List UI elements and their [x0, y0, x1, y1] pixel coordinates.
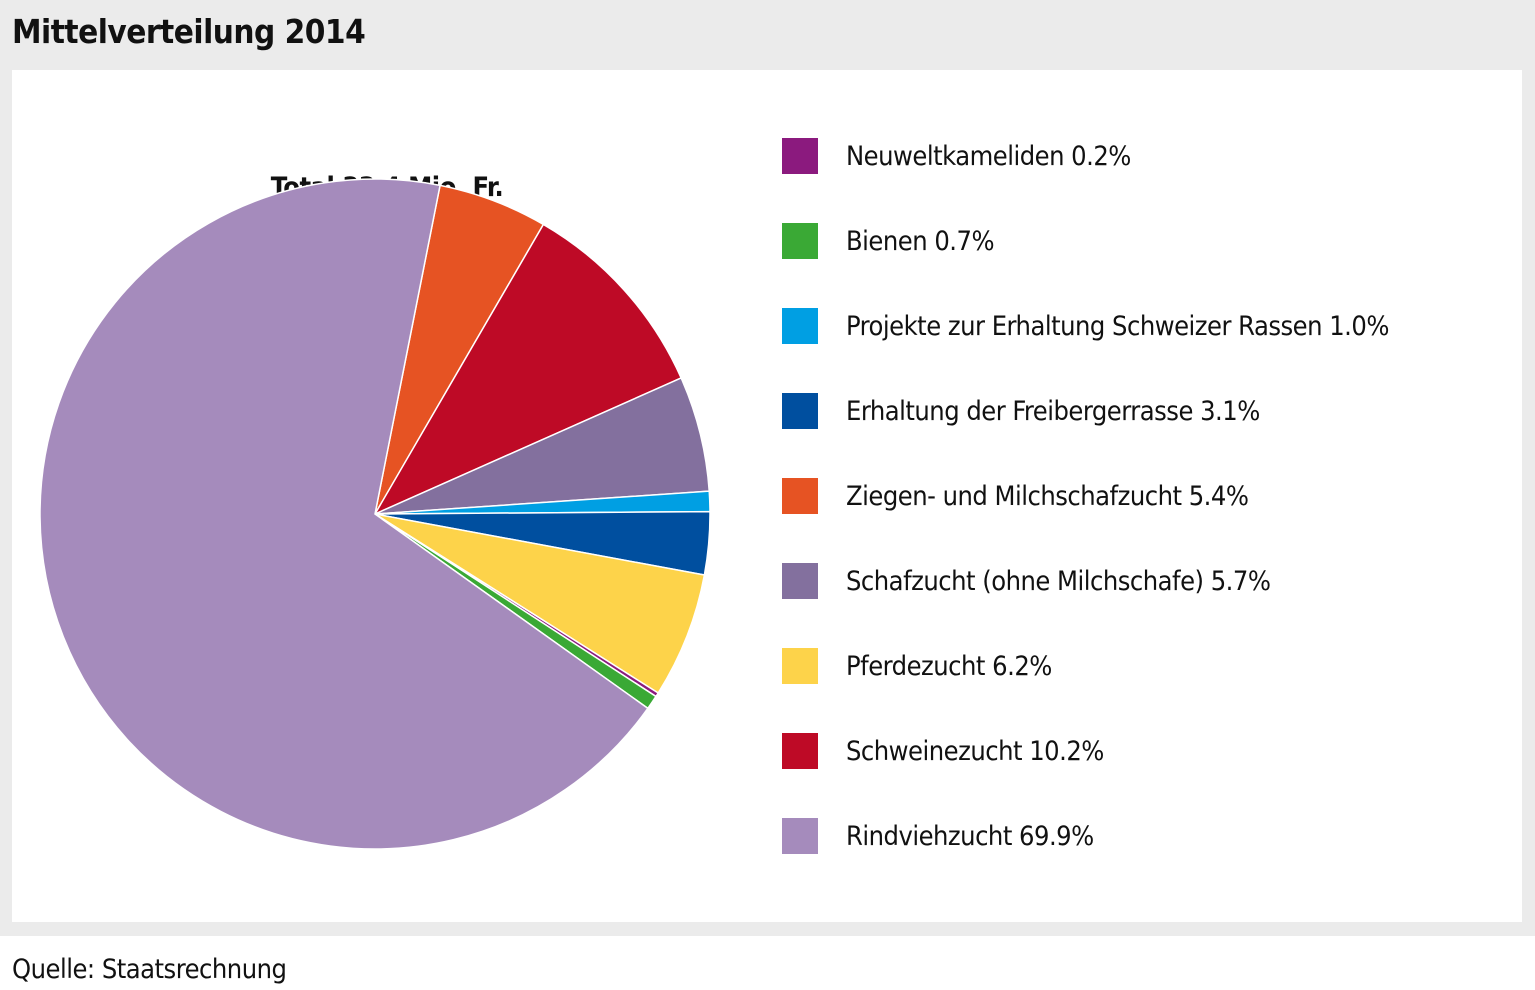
legend-label: Ziegen- und Milchschafzucht 5.4% [846, 480, 1249, 512]
legend-label: Neuweltkameliden 0.2% [846, 140, 1131, 172]
chart-panel: Total 33,4 Mio. Fr. Neuweltkameliden 0.2… [12, 70, 1522, 922]
pie-slice-rindviehzucht [39, 178, 649, 850]
legend-item: Erhaltung der Freibergerrasse 3.1% [782, 393, 1260, 429]
legend-item: Schweinezucht 10.2% [782, 733, 1104, 769]
pie-slice-schweinezucht [373, 223, 683, 516]
pie-slice-pferdezucht [374, 513, 706, 695]
legend-swatch [782, 138, 818, 174]
legend-label: Schweinezucht 10.2% [846, 735, 1104, 767]
legend-label: Bienen 0.7% [846, 225, 995, 257]
legend-swatch [782, 393, 818, 429]
legend-swatch [782, 308, 818, 344]
legend-swatch [782, 478, 818, 514]
legend-item: Rindviehzucht 69.9% [782, 818, 1094, 854]
legend-label: Erhaltung der Freibergerrasse 3.1% [846, 395, 1260, 427]
legend-swatch [782, 733, 818, 769]
pie-chart [39, 178, 711, 850]
legend-item: Neuweltkameliden 0.2% [782, 138, 1131, 174]
legend-swatch [782, 648, 818, 684]
legend-label: Schafzucht (ohne Milchschafe) 5.7% [846, 565, 1271, 597]
legend-item: Bienen 0.7% [782, 223, 995, 259]
legend-item: Ziegen- und Milchschafzucht 5.4% [782, 478, 1249, 514]
legend-label: Rindviehzucht 69.9% [846, 820, 1094, 852]
source-note: Quelle: Staatsrechnung [12, 954, 287, 985]
legend-label: Pferdezucht 6.2% [846, 650, 1052, 682]
legend-item: Pferdezucht 6.2% [782, 648, 1052, 684]
legend-item: Schafzucht (ohne Milchschafe) 5.7% [782, 563, 1271, 599]
legend-label: Projekte zur Erhaltung Schweizer Rassen … [846, 310, 1389, 342]
legend-swatch [782, 563, 818, 599]
legend-swatch [782, 818, 818, 854]
legend-item: Projekte zur Erhaltung Schweizer Rassen … [782, 308, 1389, 344]
chart-title: Mittelverteilung 2014 [12, 12, 366, 51]
legend-swatch [782, 223, 818, 259]
